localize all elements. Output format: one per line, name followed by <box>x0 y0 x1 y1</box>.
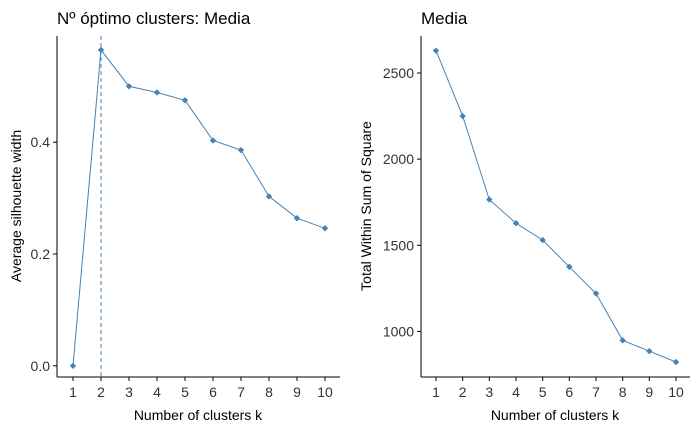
silhouette-x-tick-label: 8 <box>265 384 273 400</box>
silhouette-data-point <box>237 146 245 154</box>
silhouette-y-tick-label: 0.0 <box>31 358 51 374</box>
wss-x-tick-label: 1 <box>432 384 440 400</box>
wss-y-tick-label: 1500 <box>383 237 414 253</box>
silhouette-data-point <box>321 225 329 232</box>
silhouette-y-axis-title: Average silhouette width <box>8 130 24 282</box>
wss-panel: Media 1000 1500 2000 2500 1 2 3 4 5 6 7 8 9 10 Numbe… <box>358 9 690 423</box>
silhouette-x-axis-title: Number of clusters k <box>134 407 263 423</box>
wss-data-point <box>566 263 573 270</box>
silhouette-data-point <box>293 215 301 222</box>
silhouette-chart-title: Nº óptimo clusters: Media <box>57 9 251 28</box>
wss-x-tick-label: 9 <box>645 384 653 400</box>
silhouette-x-tick-label: 3 <box>125 384 133 400</box>
wss-data-point <box>592 290 600 297</box>
silhouette-x-tick-label: 1 <box>69 384 77 400</box>
wss-data-point <box>646 347 653 355</box>
wss-x-ticks: 1 2 3 4 5 6 7 8 9 10 <box>432 377 684 400</box>
wss-chart-title: Media <box>421 9 468 28</box>
wss-data-point <box>432 47 440 54</box>
silhouette-x-tick-label: 10 <box>317 384 333 400</box>
silhouette-x-tick-label: 4 <box>153 384 161 400</box>
wss-y-tick-label: 2500 <box>383 65 414 81</box>
silhouette-series <box>69 46 329 370</box>
silhouette-y-tick-label: 0.2 <box>31 246 51 262</box>
wss-y-tick-label: 2000 <box>383 151 414 167</box>
silhouette-data-point <box>69 362 77 370</box>
silhouette-data-point <box>153 89 161 96</box>
wss-x-tick-label: 7 <box>592 384 600 400</box>
wss-data-point <box>512 220 520 227</box>
silhouette-x-tick-label: 2 <box>97 384 105 400</box>
wss-data-point <box>486 196 493 203</box>
silhouette-series-line <box>72 48 326 366</box>
silhouette-x-tick-label: 6 <box>209 384 217 400</box>
wss-series <box>432 47 680 366</box>
wss-x-axis-title: Number of clusters k <box>491 407 620 423</box>
wss-data-point <box>459 112 466 120</box>
wss-data-point <box>539 236 546 244</box>
silhouette-panel: Nº óptimo clusters: Media 0.0 0.2 0.4 1 2 3 4… <box>8 9 340 423</box>
silhouette-x-tick-label: 9 <box>293 384 301 400</box>
wss-data-point <box>672 358 680 366</box>
silhouette-x-ticks: 1 2 3 4 5 6 7 8 9 10 <box>69 377 333 400</box>
silhouette-data-point <box>125 83 133 90</box>
wss-x-tick-label: 3 <box>485 384 493 400</box>
silhouette-y-ticks: 0.0 0.2 0.4 <box>31 134 57 374</box>
wss-data-point <box>619 337 626 344</box>
silhouette-y-tick-label: 0.4 <box>31 134 51 150</box>
wss-x-tick-label: 8 <box>619 384 627 400</box>
silhouette-data-point <box>97 46 105 54</box>
silhouette-data-point <box>209 137 217 144</box>
wss-y-ticks: 1000 1500 2000 2500 <box>383 65 421 339</box>
wss-x-tick-label: 2 <box>459 384 467 400</box>
wss-x-tick-label: 6 <box>565 384 573 400</box>
wss-series-line <box>435 50 677 363</box>
wss-y-axis-title: Total Within Sum of Square <box>358 121 374 291</box>
silhouette-data-point <box>265 193 273 200</box>
wss-x-tick-label: 5 <box>539 384 547 400</box>
wss-y-tick-label: 1000 <box>383 323 414 339</box>
wss-x-tick-label: 10 <box>668 384 684 400</box>
silhouette-data-point <box>181 97 189 104</box>
wss-x-tick-label: 4 <box>512 384 520 400</box>
silhouette-x-tick-label: 5 <box>181 384 189 400</box>
silhouette-x-tick-label: 7 <box>237 384 245 400</box>
